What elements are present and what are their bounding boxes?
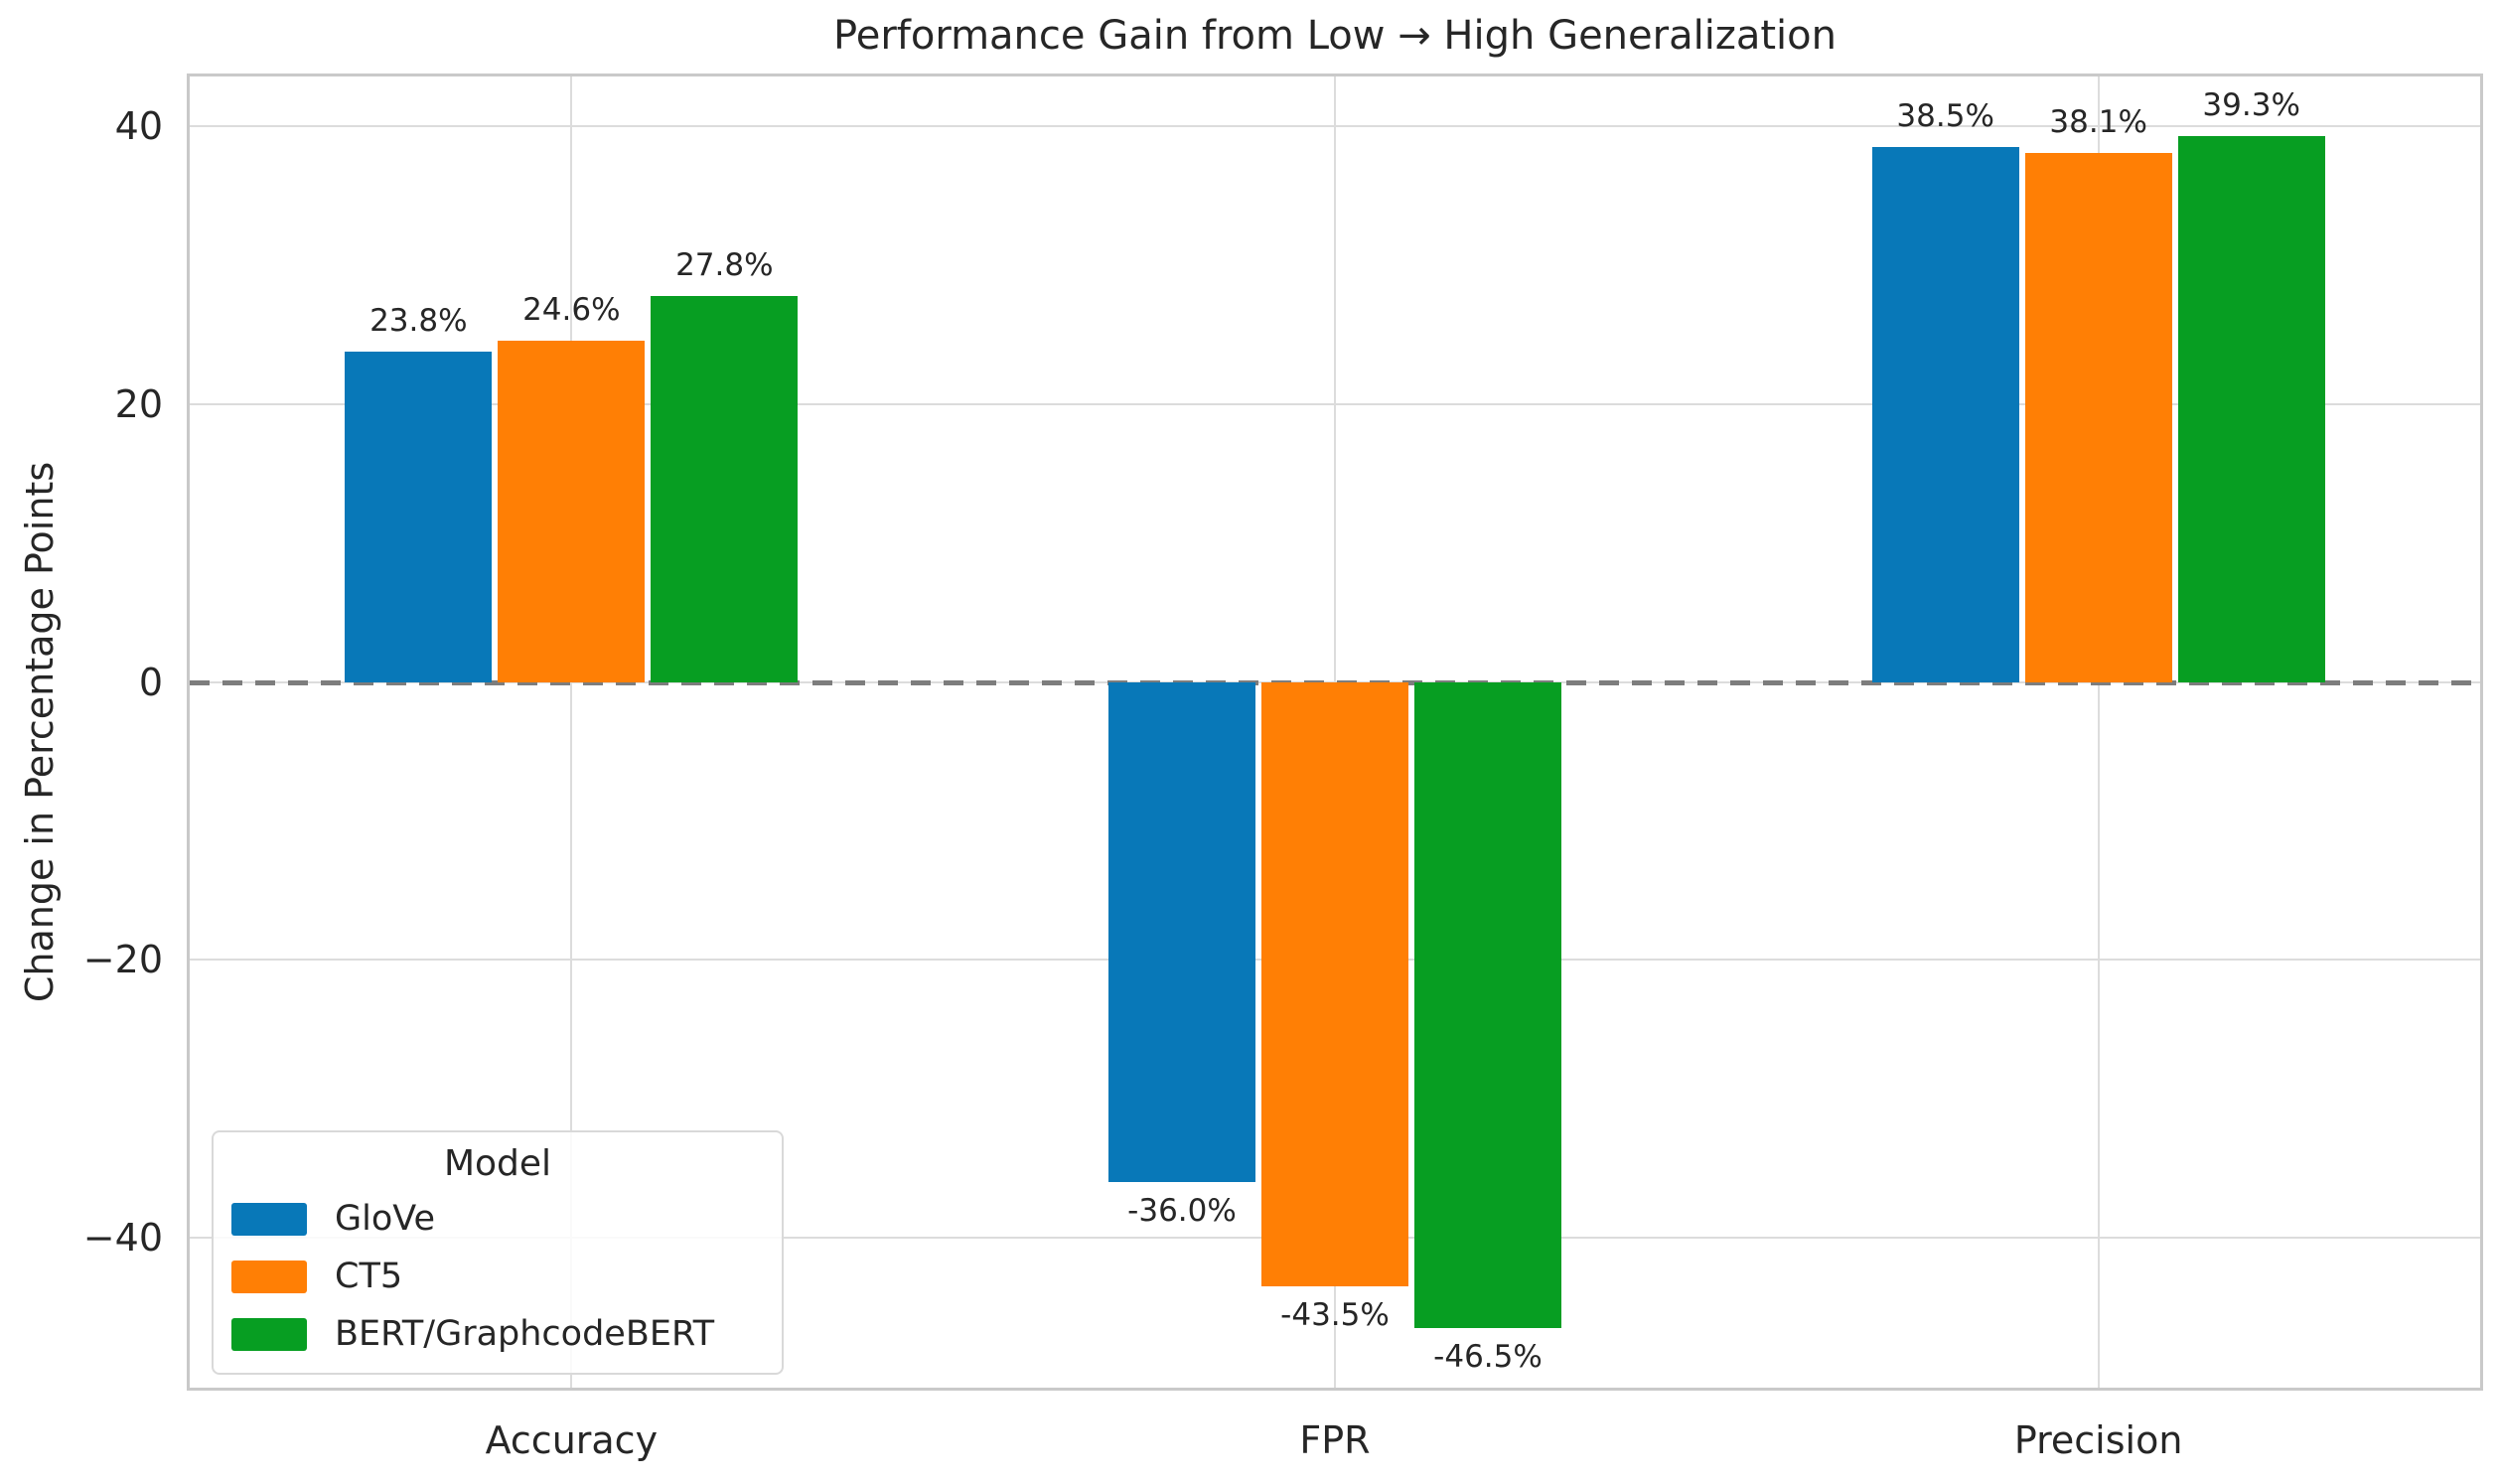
y-tick-label: 0 xyxy=(138,660,163,704)
bar-value-label: -43.5% xyxy=(1280,1296,1390,1333)
y-tick-label: 40 xyxy=(114,104,163,149)
bar-bert-graphcodebert-fpr xyxy=(1414,681,1561,1328)
chart-title: Performance Gain from Low → High General… xyxy=(833,13,1837,59)
y-tick-label: −20 xyxy=(82,938,163,982)
legend-title: Model xyxy=(443,1143,552,1184)
bar-value-label: 27.8% xyxy=(675,246,774,283)
y-axis-label: Change in Percentage Points xyxy=(18,461,62,1003)
legend-rows: GloVe CT5 BERT/GraphcodeBERT xyxy=(214,1190,782,1363)
legend-item-glove: GloVe xyxy=(214,1190,782,1248)
v-gridline xyxy=(570,76,573,1388)
bar-value-label: -36.0% xyxy=(1127,1193,1237,1230)
bar-value-label: 38.5% xyxy=(1896,98,1994,135)
x-tick-label-accuracy: Accuracy xyxy=(485,1418,659,1462)
legend-swatch xyxy=(231,1260,307,1293)
bar-value-label: 23.8% xyxy=(369,302,468,339)
legend-swatch xyxy=(231,1317,307,1351)
legend-swatch xyxy=(231,1202,307,1236)
legend: Model GloVe CT5 BERT/GraphcodeBERT xyxy=(212,1130,784,1375)
legend-item-ct5: CT5 xyxy=(214,1248,782,1305)
bar-bert-graphcodebert-precision xyxy=(2177,136,2325,682)
bar-ct5-accuracy xyxy=(498,340,646,682)
y-tick-label: −40 xyxy=(82,1215,163,1260)
bar-ct5-fpr xyxy=(1261,681,1408,1286)
bar-bert-graphcodebert-accuracy xyxy=(651,295,799,682)
bar-value-label: 39.3% xyxy=(2202,87,2300,124)
bar-glove-fpr xyxy=(1108,681,1255,1183)
legend-item-label: GloVe xyxy=(335,1199,436,1239)
legend-item-label: BERT/GraphcodeBERT xyxy=(335,1314,715,1354)
legend-item-label: CT5 xyxy=(335,1257,403,1296)
x-tick-label-fpr: FPR xyxy=(1299,1418,1371,1462)
legend-item-bert-graphcodebert: BERT/GraphcodeBERT xyxy=(214,1305,782,1363)
x-tick-label-precision: Precision xyxy=(2013,1418,2183,1462)
plot-area: Model GloVe CT5 BERT/GraphcodeBERT 23.8% -3… xyxy=(187,74,2483,1391)
bar-glove-accuracy xyxy=(345,351,493,682)
bar-value-label: 24.6% xyxy=(522,291,621,328)
y-tick-label: 20 xyxy=(114,382,163,426)
bar-value-label: -46.5% xyxy=(1433,1338,1543,1375)
bar-glove-precision xyxy=(1871,147,2019,682)
bar-ct5-precision xyxy=(2024,152,2172,682)
v-gridline xyxy=(2097,76,2100,1388)
bar-value-label: 38.1% xyxy=(2049,103,2147,140)
